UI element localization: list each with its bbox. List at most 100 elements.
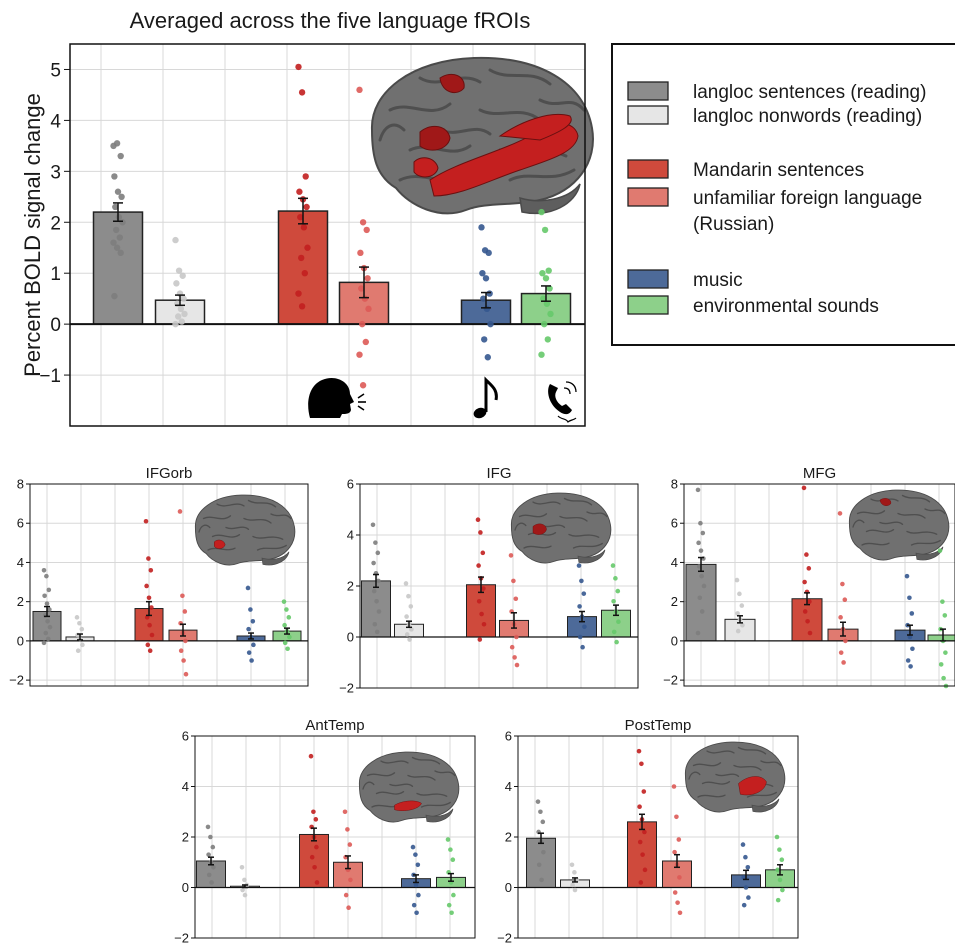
brain-fold: [514, 522, 527, 531]
chart-title: AntTemp: [305, 717, 364, 734]
data-point: [508, 553, 514, 558]
data-point: [80, 642, 85, 648]
data-point: [671, 784, 677, 789]
data-point: [910, 646, 915, 652]
data-point: [375, 550, 381, 556]
data-point: [582, 624, 587, 630]
brain-fold: [715, 773, 740, 777]
data-point: [359, 320, 366, 328]
data-point: [47, 624, 53, 630]
data-point: [937, 548, 943, 553]
data-point: [365, 305, 372, 313]
legend-item-6: environmental sounds: [627, 295, 879, 317]
data-point: [737, 591, 742, 597]
froi-region: [879, 498, 892, 506]
brain-image: [358, 751, 460, 823]
y-tick-label: 6: [347, 477, 354, 492]
cerebellum: [425, 808, 454, 823]
y-tick-label: 6: [671, 516, 678, 531]
brain-fold: [861, 542, 890, 546]
data-point: [240, 887, 245, 893]
data-point: [676, 837, 682, 842]
subpanel-anttemp: −2 0 2 4 6 AntTemp: [174, 717, 476, 944]
brain-fold: [697, 794, 726, 798]
data-point: [838, 650, 844, 655]
data-point: [363, 226, 370, 234]
y-tick-label: 0: [671, 633, 678, 648]
data-point: [117, 152, 124, 160]
cerebellum: [577, 549, 606, 564]
data-point: [804, 552, 809, 557]
music-note-icon: [473, 376, 498, 419]
y-tick-label: 4: [505, 779, 512, 794]
data-point: [284, 607, 289, 612]
brain-fold: [856, 510, 886, 515]
data-point: [743, 885, 749, 890]
note-head: [473, 407, 487, 419]
y-tick-label: −2: [339, 681, 354, 696]
data-point: [572, 870, 577, 875]
data-point: [513, 596, 519, 602]
data-point: [579, 578, 584, 584]
legend-swatch: [627, 269, 669, 289]
data-point: [42, 593, 47, 599]
data-point: [542, 275, 550, 282]
froi-region: [214, 539, 226, 549]
data-point: [181, 310, 188, 318]
data-point: [677, 910, 683, 916]
data-point: [118, 193, 125, 200]
brain-fold: [559, 515, 588, 522]
data-point: [46, 587, 52, 593]
data-point: [111, 292, 118, 300]
data-point: [74, 615, 80, 620]
data-point: [149, 605, 154, 610]
data-point: [904, 573, 910, 579]
data-point: [538, 208, 545, 216]
data-point: [44, 601, 50, 606]
data-point: [641, 789, 647, 794]
data-point: [404, 614, 409, 619]
brain-fold: [211, 534, 241, 538]
froi-region: [439, 73, 465, 94]
brain-fold: [408, 144, 472, 153]
data-point: [695, 487, 701, 493]
data-point: [614, 639, 619, 645]
data-point: [698, 548, 704, 553]
froi-region: [738, 776, 767, 796]
data-point: [640, 852, 645, 857]
data-point: [740, 842, 746, 847]
data-point: [908, 664, 913, 669]
y-tick-label: 5: [50, 60, 61, 81]
y-tick-label: 4: [671, 555, 678, 570]
data-point: [149, 632, 155, 638]
brain-fold: [523, 545, 552, 549]
data-point: [403, 581, 409, 586]
data-point: [514, 634, 519, 640]
data-point: [905, 658, 911, 663]
data-point: [540, 819, 546, 825]
data-point: [175, 313, 182, 320]
legend-swatch: [627, 81, 669, 101]
data-point: [740, 622, 745, 628]
brain-fold: [572, 542, 603, 549]
data-point: [251, 642, 256, 648]
data-point: [677, 875, 682, 880]
data-point: [346, 905, 351, 910]
brain-fold: [216, 503, 245, 507]
data-point: [696, 540, 701, 546]
main-panel: −1 0 1 2 3 4 5 Averaged across the five languag…: [20, 8, 594, 427]
bar-4: [662, 860, 692, 888]
data-point: [345, 827, 350, 832]
data-point: [47, 607, 52, 612]
speaking-head-icon: [308, 377, 366, 418]
data-point: [246, 650, 252, 655]
y-tick-label: 0: [182, 880, 189, 895]
data-point: [313, 817, 319, 822]
data-point: [348, 877, 353, 883]
legend-label: environmental sounds: [693, 296, 879, 317]
data-point: [308, 753, 314, 759]
data-point: [699, 609, 705, 614]
data-point: [840, 581, 845, 587]
data-point: [735, 611, 740, 616]
